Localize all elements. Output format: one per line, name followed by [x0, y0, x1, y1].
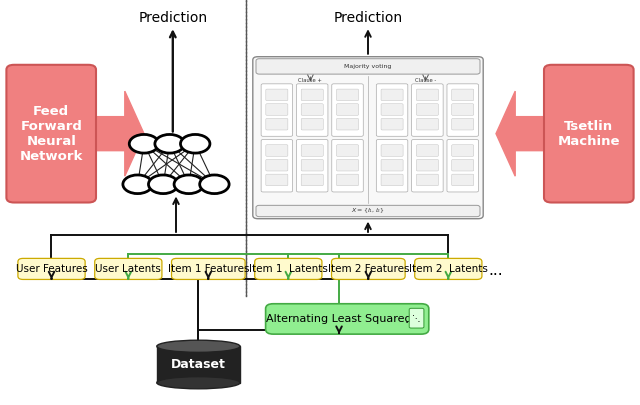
- FancyBboxPatch shape: [376, 140, 408, 192]
- FancyBboxPatch shape: [266, 160, 288, 171]
- Circle shape: [129, 134, 159, 153]
- FancyBboxPatch shape: [255, 258, 322, 279]
- FancyBboxPatch shape: [172, 258, 245, 279]
- Circle shape: [148, 175, 178, 194]
- FancyBboxPatch shape: [417, 89, 438, 100]
- FancyBboxPatch shape: [381, 104, 403, 115]
- FancyBboxPatch shape: [266, 104, 288, 115]
- Text: Item 1  Latents: Item 1 Latents: [249, 264, 328, 274]
- FancyBboxPatch shape: [301, 160, 323, 171]
- FancyBboxPatch shape: [266, 304, 429, 334]
- FancyBboxPatch shape: [301, 89, 323, 100]
- Text: Prediction: Prediction: [138, 11, 207, 25]
- FancyBboxPatch shape: [417, 160, 438, 171]
- FancyBboxPatch shape: [337, 160, 358, 171]
- Text: Prediction: Prediction: [333, 11, 403, 25]
- Text: User Features: User Features: [15, 264, 88, 274]
- FancyBboxPatch shape: [381, 118, 403, 130]
- Circle shape: [174, 175, 204, 194]
- Ellipse shape: [157, 340, 240, 352]
- FancyBboxPatch shape: [409, 308, 424, 328]
- Text: ⋰:: ⋰:: [404, 312, 421, 326]
- Text: Item 2  Latents: Item 2 Latents: [409, 264, 488, 274]
- FancyBboxPatch shape: [417, 145, 438, 156]
- Circle shape: [200, 175, 229, 194]
- FancyBboxPatch shape: [6, 65, 96, 202]
- FancyBboxPatch shape: [452, 118, 474, 130]
- FancyBboxPatch shape: [253, 57, 483, 219]
- FancyBboxPatch shape: [301, 118, 323, 130]
- FancyBboxPatch shape: [266, 89, 288, 100]
- FancyBboxPatch shape: [417, 174, 438, 185]
- FancyBboxPatch shape: [301, 174, 323, 185]
- Text: Tsetlin
Machine: Tsetlin Machine: [557, 119, 620, 148]
- FancyBboxPatch shape: [337, 145, 358, 156]
- Text: ⋱: ⋱: [412, 314, 420, 323]
- FancyBboxPatch shape: [381, 160, 403, 171]
- FancyBboxPatch shape: [266, 118, 288, 130]
- FancyBboxPatch shape: [381, 89, 403, 100]
- Text: Dataset: Dataset: [171, 358, 226, 371]
- Text: Majority voting: Majority voting: [344, 64, 392, 69]
- FancyBboxPatch shape: [332, 84, 364, 136]
- FancyBboxPatch shape: [95, 258, 162, 279]
- FancyBboxPatch shape: [256, 59, 480, 74]
- FancyBboxPatch shape: [452, 89, 474, 100]
- FancyBboxPatch shape: [301, 104, 323, 115]
- FancyBboxPatch shape: [301, 145, 323, 156]
- Text: Alternating Least Squared: Alternating Least Squared: [266, 314, 412, 324]
- FancyBboxPatch shape: [447, 140, 479, 192]
- Text: Clause +: Clause +: [298, 79, 323, 83]
- Text: ...: ...: [489, 262, 503, 278]
- FancyBboxPatch shape: [412, 140, 443, 192]
- Text: $X = \{l_1, l_2\}$: $X = \{l_1, l_2\}$: [351, 207, 385, 215]
- FancyBboxPatch shape: [376, 84, 408, 136]
- Ellipse shape: [157, 377, 240, 389]
- FancyBboxPatch shape: [157, 346, 240, 383]
- FancyBboxPatch shape: [417, 118, 438, 130]
- Text: Item 1 Features: Item 1 Features: [168, 264, 249, 274]
- FancyBboxPatch shape: [452, 174, 474, 185]
- FancyBboxPatch shape: [447, 84, 479, 136]
- FancyBboxPatch shape: [381, 145, 403, 156]
- FancyBboxPatch shape: [18, 258, 85, 279]
- Text: User Latents: User Latents: [95, 264, 161, 274]
- FancyBboxPatch shape: [332, 140, 364, 192]
- FancyBboxPatch shape: [452, 145, 474, 156]
- FancyBboxPatch shape: [452, 160, 474, 171]
- FancyBboxPatch shape: [261, 140, 292, 192]
- FancyBboxPatch shape: [381, 174, 403, 185]
- FancyBboxPatch shape: [261, 84, 292, 136]
- FancyBboxPatch shape: [332, 258, 405, 279]
- FancyBboxPatch shape: [337, 89, 358, 100]
- FancyBboxPatch shape: [296, 84, 328, 136]
- FancyBboxPatch shape: [266, 174, 288, 185]
- FancyBboxPatch shape: [296, 140, 328, 192]
- FancyBboxPatch shape: [452, 104, 474, 115]
- Circle shape: [123, 175, 152, 194]
- FancyBboxPatch shape: [417, 104, 438, 115]
- FancyBboxPatch shape: [544, 65, 634, 202]
- FancyBboxPatch shape: [266, 145, 288, 156]
- FancyBboxPatch shape: [337, 118, 358, 130]
- Circle shape: [155, 134, 184, 153]
- Text: Item 2 Features: Item 2 Features: [328, 264, 409, 274]
- FancyBboxPatch shape: [256, 205, 480, 217]
- Text: Clause -: Clause -: [415, 79, 436, 83]
- FancyBboxPatch shape: [415, 258, 482, 279]
- FancyBboxPatch shape: [337, 174, 358, 185]
- FancyBboxPatch shape: [412, 84, 443, 136]
- Polygon shape: [96, 91, 144, 176]
- FancyBboxPatch shape: [337, 104, 358, 115]
- Polygon shape: [496, 91, 544, 176]
- Circle shape: [180, 134, 210, 153]
- Text: Feed
Forward
Neural
Network: Feed Forward Neural Network: [19, 104, 83, 163]
